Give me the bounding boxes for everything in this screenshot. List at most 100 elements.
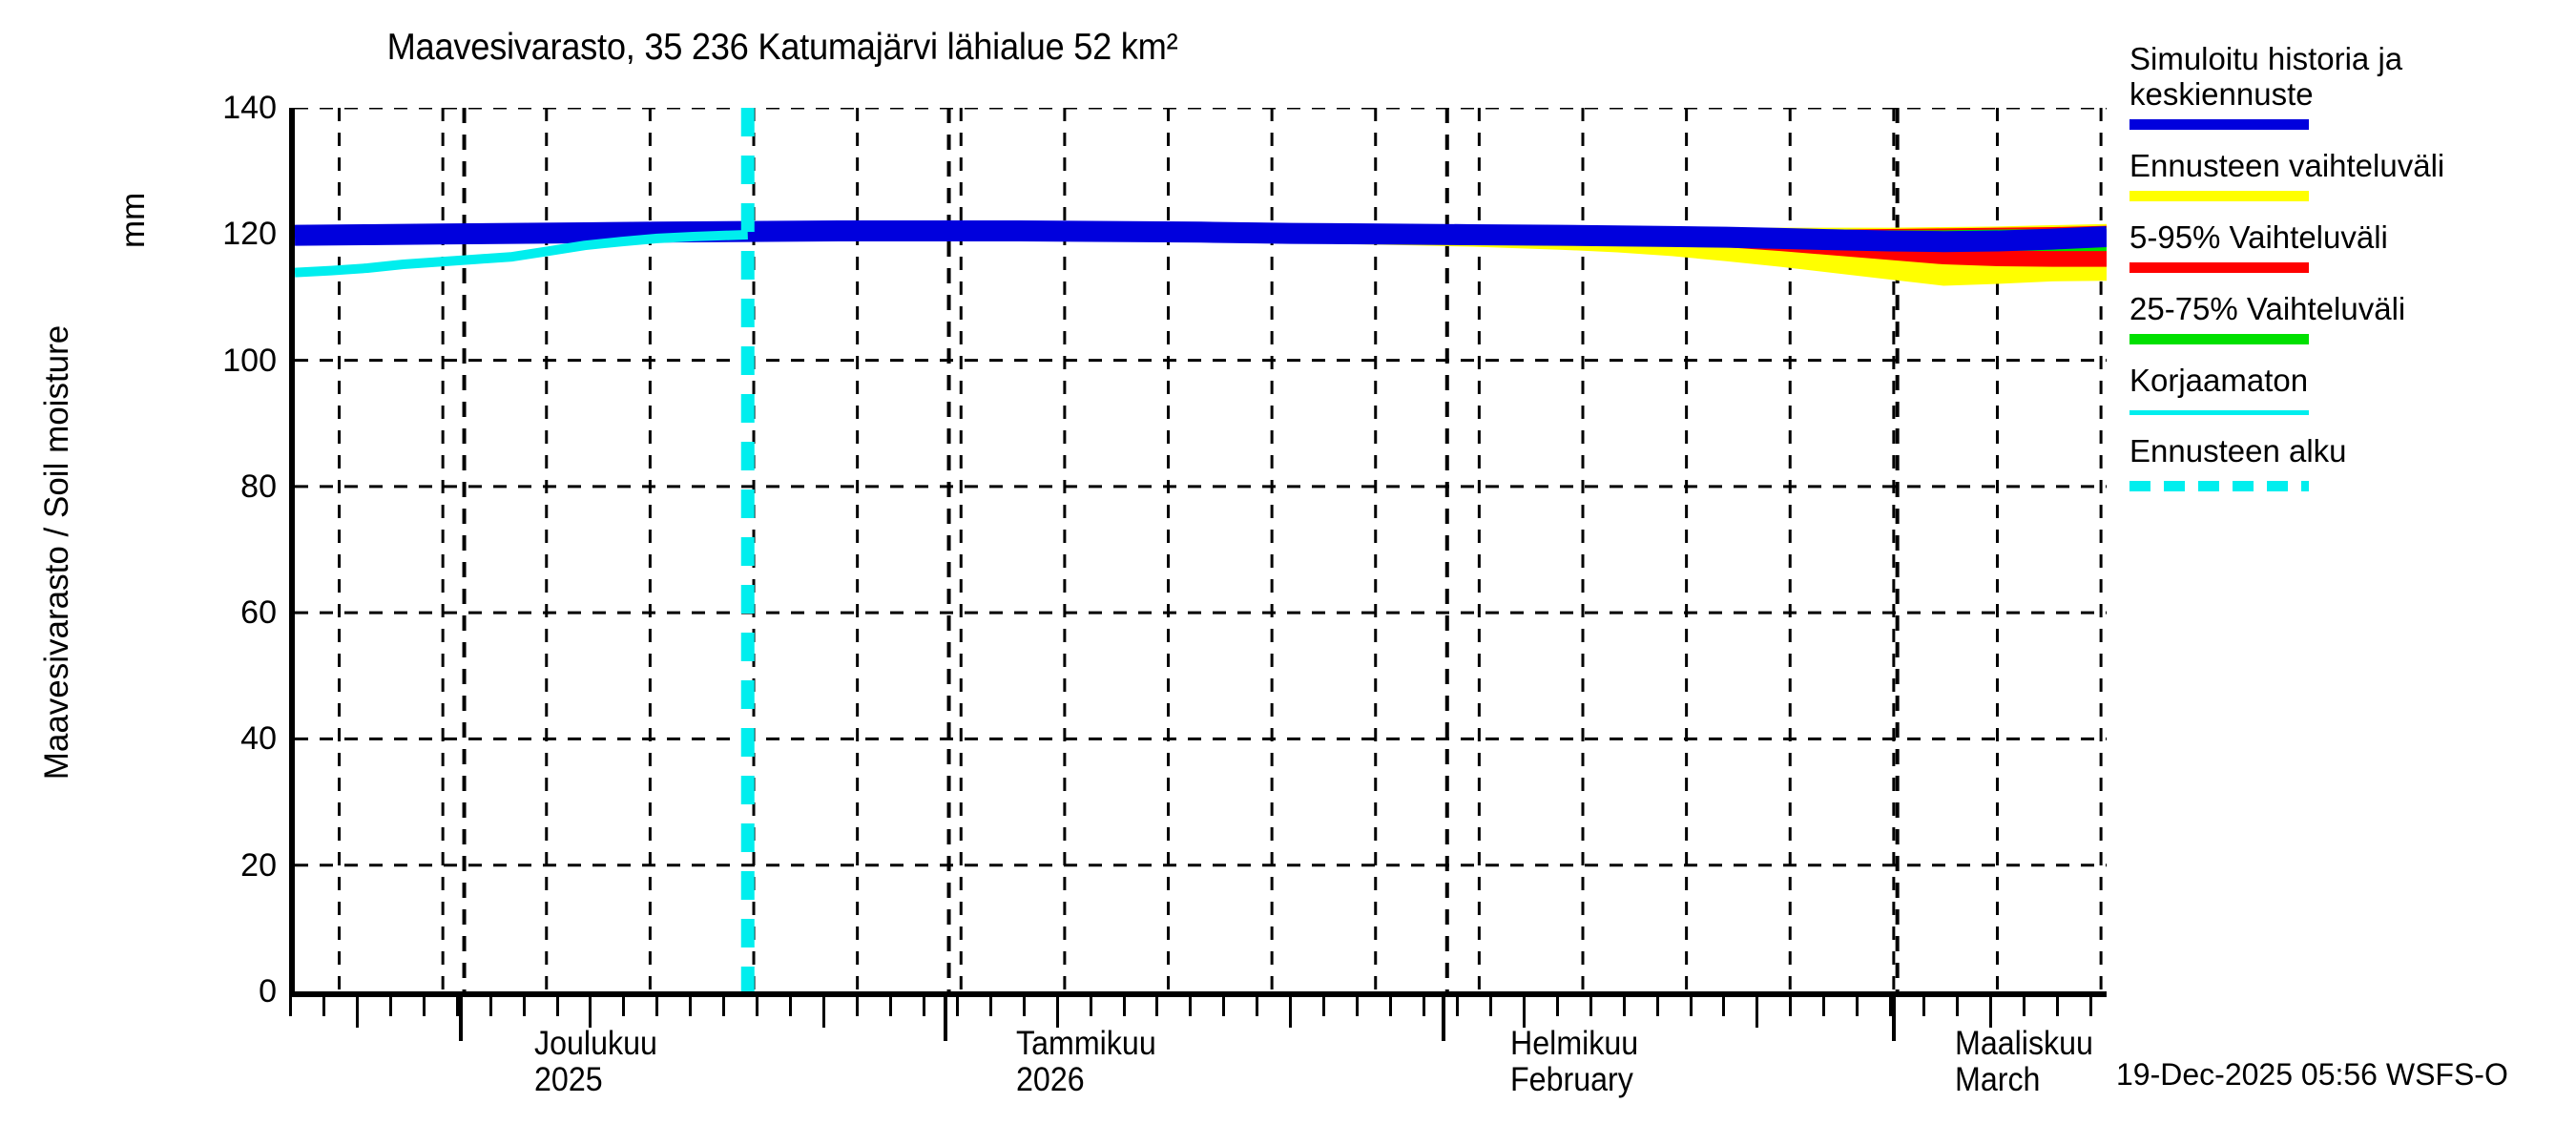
legend-item-forecast-range[interactable]: Ennusteen vaihteluväli [2129, 147, 2568, 201]
x-axis-tick [1956, 997, 1960, 1016]
legend-swatch-forecast-start [2129, 480, 2309, 491]
x-axis-month-label: Joulukuu 2025 [534, 1026, 657, 1098]
y-axis-title: Maavesivarasto / Soil moisture [38, 324, 75, 781]
x-axis-month-label: Maaliskuu March [1955, 1026, 2093, 1098]
x-axis-tick [1555, 997, 1559, 1016]
legend-label: 5-95% Vaihteluväli [2129, 219, 2388, 255]
legend-swatch-uncorrected [2129, 409, 2309, 415]
x-axis-tick [388, 997, 392, 1016]
y-tick-label: 60 [240, 594, 277, 632]
legend-item-forecast-start[interactable]: Ennusteen alku [2129, 432, 2568, 491]
series-korjaamaton [295, 229, 748, 278]
x-axis-tick [488, 997, 492, 1016]
x-axis-tick [422, 997, 426, 1016]
x-axis-tick [1322, 997, 1326, 1016]
x-axis-tick [1155, 997, 1159, 1016]
x-axis-tick [1356, 997, 1360, 1016]
legend-label: Korjaamaton [2129, 362, 2309, 398]
x-axis-tick [1922, 997, 1926, 1016]
y-tick-label: 0 [259, 973, 277, 1010]
x-axis-tick [322, 997, 325, 1016]
x-axis-tick [1289, 997, 1293, 1028]
x-axis-tick [1222, 997, 1226, 1016]
plot-inner [295, 108, 2107, 991]
x-axis-tick [589, 997, 592, 1028]
x-axis-tick [1856, 997, 1859, 1016]
legend-item-range-5-95[interactable]: 5-95% Vaihteluväli [2129, 219, 2568, 273]
x-axis-month-label-fi: Joulukuu [534, 1025, 658, 1062]
x-axis-tick [955, 997, 959, 1016]
legend-label: Ennusteen vaihteluväli [2129, 147, 2445, 183]
x-axis-tick [1589, 997, 1592, 1016]
plot-area [289, 108, 2107, 997]
x-axis-tick [822, 997, 826, 1028]
x-axis-tick [2022, 997, 2025, 1016]
chart-legend: Simuloitu historia ja keskiennuste Ennust… [2129, 41, 2568, 510]
x-axis-tick [1522, 997, 1526, 1028]
legend-item-simulated-history-mean-forecast[interactable]: Simuloitu historia ja keskiennuste [2129, 41, 2568, 130]
x-axis-tick [289, 997, 292, 1016]
x-axis-tick [455, 997, 459, 1016]
y-axis-unit: mm [114, 192, 152, 248]
x-axis-tick [1822, 997, 1826, 1016]
x-axis-tick [1989, 997, 1993, 1028]
y-tick-label: 140 [222, 90, 277, 126]
y-tick-label: 40 [240, 720, 277, 758]
x-axis-month-label-secondary: March [1955, 1060, 2041, 1098]
x-axis-tick [1789, 997, 1793, 1016]
x-axis-tick [522, 997, 526, 1016]
x-axis-month-label-secondary: February [1509, 1060, 1633, 1098]
legend-item-uncorrected[interactable]: Korjaamaton [2129, 362, 2568, 415]
x-axis-tick [988, 997, 992, 1016]
page-title: Maavesivarasto, 35 236 Katumajärvi lähia… [386, 27, 1178, 68]
x-axis-month-label: Tammikuu 2026 [1016, 1026, 1156, 1098]
legend-swatch-range-5-95 [2129, 261, 2309, 273]
x-axis-tick [655, 997, 659, 1016]
x-axis-tick [943, 997, 947, 1041]
x-axis-tick [888, 997, 892, 1016]
x-axis-tick [856, 997, 859, 1016]
y-tick-label: 80 [240, 468, 277, 505]
x-axis-tick [922, 997, 925, 1016]
x-axis-tick [458, 997, 463, 1041]
x-axis-tick [555, 997, 559, 1016]
x-axis-tick [1055, 997, 1059, 1028]
x-axis-tick [1423, 997, 1425, 1016]
x-axis-tick [1189, 997, 1193, 1016]
x-axis-tick [689, 997, 693, 1016]
legend-swatch-range-25-75 [2129, 333, 2309, 344]
footer-timestamp: 19-Dec-2025 05:56 WSFS-O [2116, 1057, 2508, 1092]
legend-label: Simuloitu historia ja keskiennuste [2129, 41, 2403, 112]
x-axis-month-label-secondary: 2026 [1016, 1060, 1086, 1098]
x-axis-month-label-fi: Helmikuu [1509, 1025, 1639, 1062]
x-axis-month-label-fi: Maaliskuu [1955, 1025, 2094, 1062]
legend-label: 25-75% Vaihteluväli [2129, 290, 2406, 326]
x-axis-tick [789, 997, 793, 1016]
x-axis-tick [1891, 997, 1896, 1041]
x-axis-tick [1455, 997, 1459, 1016]
x-axis-tick [2088, 997, 2092, 1016]
x-axis-tick [1655, 997, 1659, 1016]
x-axis-tick [722, 997, 726, 1016]
x-axis-tick [355, 997, 359, 1028]
x-axis-tick [1889, 997, 1893, 1016]
series-simuloitu-historia-ja-keskiennuste [295, 219, 2107, 253]
x-axis-tick [1689, 997, 1693, 1016]
x-axis-tick [1022, 997, 1026, 1016]
x-axis-tick [1122, 997, 1126, 1016]
x-axis-tick [1488, 997, 1492, 1016]
legend-label: Ennusteen alku [2129, 432, 2347, 468]
x-axis-tick [1256, 997, 1259, 1016]
x-axis-tick [1441, 997, 1445, 1041]
legend-item-range-25-75[interactable]: 25-75% Vaihteluväli [2129, 290, 2568, 344]
y-tick-label: 120 [222, 216, 277, 253]
x-axis-month-label: Helmikuu February [1510, 1026, 1638, 1098]
x-axis-tick [622, 997, 626, 1016]
plot-svg [295, 108, 2107, 991]
y-tick-label: 100 [222, 342, 277, 379]
legend-swatch-forecast-range [2129, 190, 2309, 201]
x-axis-tick [756, 997, 759, 1016]
x-axis-tick [1389, 997, 1393, 1016]
legend-swatch-simulated-history-mean-forecast [2129, 118, 2309, 130]
